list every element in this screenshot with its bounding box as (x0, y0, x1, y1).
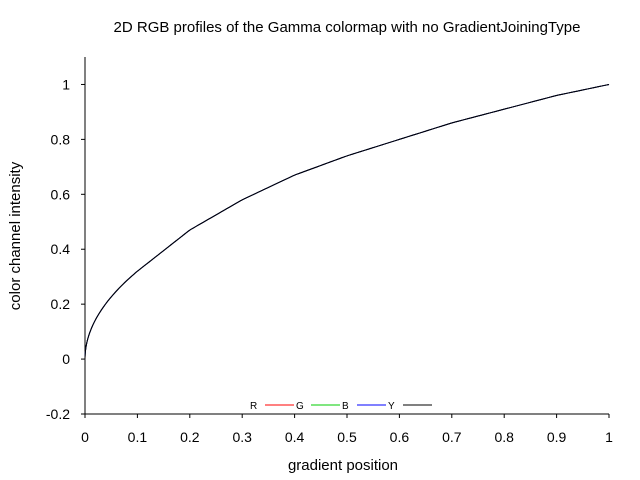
legend-label-y: Y (388, 401, 395, 412)
legend-label-r: R (250, 401, 257, 412)
y-tick-label: -0.2 (46, 406, 70, 422)
chart-title: 2D RGB profiles of the Gamma colormap wi… (114, 19, 581, 36)
x-ticks: 0 0.1 0.2 0.3 0.4 0.5 0.6 0.7 0.8 0.9 1 (81, 414, 613, 445)
y-tick-label: 0.8 (51, 131, 71, 147)
y-tick-label: 0 (62, 351, 70, 367)
x-tick-label: 0 (81, 429, 89, 445)
x-tick-label: 0.6 (390, 429, 410, 445)
y-ticks: -0.2 0 0.2 0.4 0.6 0.8 1 (46, 76, 85, 422)
x-tick-label: 0.5 (337, 429, 357, 445)
y-tick-label: 0.6 (51, 186, 71, 202)
x-tick-label: 0.8 (494, 429, 514, 445)
series-line-g (84, 83, 610, 360)
x-tick-label: 0.9 (547, 429, 567, 445)
y-axis-label: color channel intensity (7, 161, 24, 310)
x-tick-label: 0.2 (180, 429, 200, 445)
legend-label-g: G (296, 401, 304, 412)
x-tick-label: 0.4 (285, 429, 305, 445)
y-tick-label: 1 (62, 76, 70, 92)
x-tick-label: 1 (605, 429, 613, 445)
series-line-b (84, 83, 610, 360)
x-axis-label: gradient position (288, 457, 398, 474)
axes (84, 57, 609, 415)
series-line-y (84, 83, 610, 360)
x-tick-label: 0.1 (128, 429, 148, 445)
legend-label-b: B (342, 401, 349, 412)
x-tick-label: 0.3 (232, 429, 252, 445)
y-tick-label: 0.4 (51, 241, 71, 257)
series-lines (84, 83, 610, 360)
y-tick-label: 0.2 (51, 296, 71, 312)
x-tick-label: 0.7 (442, 429, 462, 445)
series-line-r (84, 83, 610, 360)
